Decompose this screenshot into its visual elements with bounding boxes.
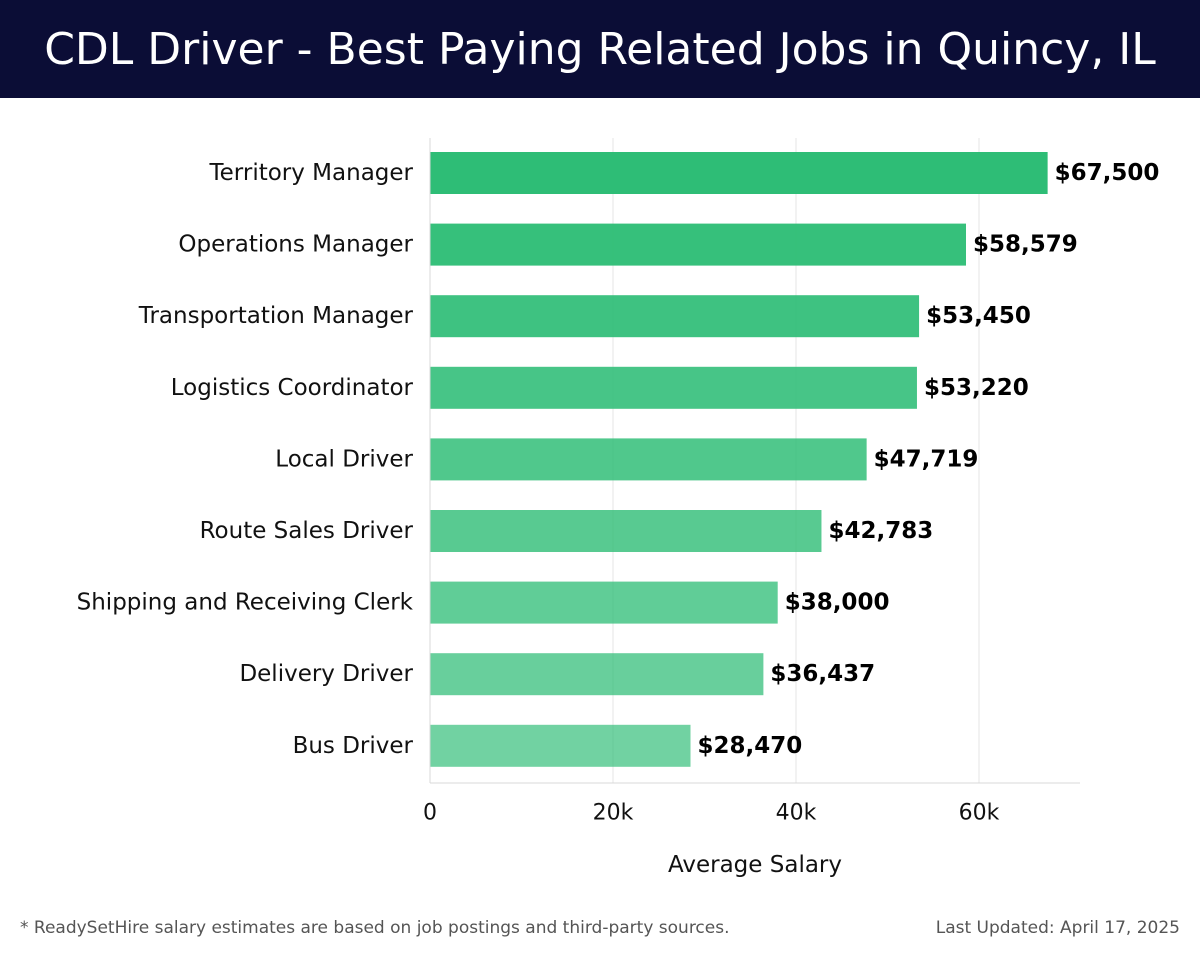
last-updated: Last Updated: April 17, 2025 — [935, 918, 1180, 938]
bar-9 — [430, 724, 691, 767]
category-label-1: Territory Manager — [209, 160, 414, 186]
value-label-8: $36,437 — [770, 661, 875, 687]
category-label-2: Operations Manager — [178, 232, 413, 258]
x-tick-label-0: 0 — [423, 801, 437, 826]
category-label-4: Logistics Coordinator — [171, 375, 414, 401]
value-label-1: $67,500 — [1055, 160, 1160, 186]
value-label-7: $38,000 — [785, 590, 890, 616]
bar-3 — [430, 295, 920, 338]
category-label-8: Delivery Driver — [239, 661, 413, 687]
chart-title: CDL Driver - Best Paying Related Jobs in… — [44, 23, 1156, 75]
salary-bar-chart: Territory Manager $67,500 Operations Manag… — [77, 138, 1160, 878]
value-label-6: $42,783 — [828, 518, 933, 544]
bar-2 — [430, 223, 966, 266]
bar-1 — [430, 152, 1048, 194]
category-label-9: Bus Driver — [293, 733, 414, 759]
bar-5 — [430, 438, 867, 481]
value-label-5: $47,719 — [874, 446, 979, 472]
x-tick-label-3: 60k — [959, 801, 1000, 826]
value-label-3: $53,450 — [926, 303, 1031, 329]
category-label-3: Transportation Manager — [138, 303, 414, 329]
x-tick-label-2: 40k — [776, 801, 817, 826]
value-label-2: $58,579 — [973, 232, 1078, 258]
category-label-5: Local Driver — [275, 446, 413, 472]
value-label-4: $53,220 — [924, 375, 1029, 401]
bar-4 — [430, 366, 917, 409]
bar-8 — [430, 653, 764, 696]
axis-layer: 0 20k 40k 60k Average Salary — [423, 138, 1080, 878]
bar-layer — [430, 152, 1048, 767]
footer-note: * ReadySetHire salary estimates are base… — [20, 918, 730, 938]
chart-header: CDL Driver - Best Paying Related Jobs in… — [0, 0, 1200, 98]
bar-6 — [430, 510, 822, 552]
x-axis-title: Average Salary — [668, 852, 842, 878]
x-tick-label-1: 20k — [593, 801, 634, 826]
bar-7 — [430, 581, 778, 624]
category-label-6: Route Sales Driver — [200, 518, 414, 544]
label-layer: Territory Manager $67,500 Operations Manag… — [77, 160, 1160, 759]
category-label-7: Shipping and Receiving Clerk — [77, 590, 414, 616]
value-label-9: $28,470 — [698, 733, 803, 759]
